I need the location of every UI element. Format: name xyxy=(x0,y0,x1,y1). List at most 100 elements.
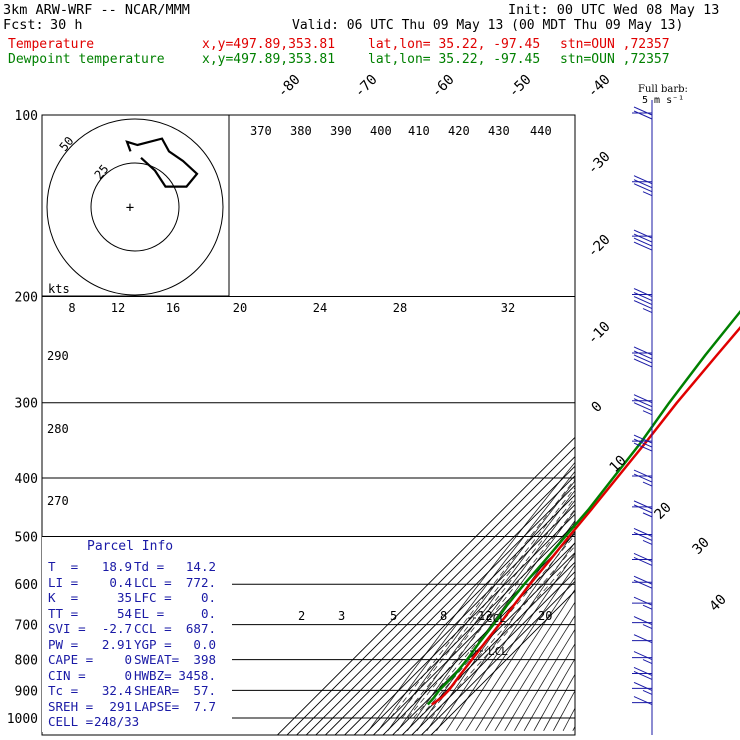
barb-full xyxy=(633,350,653,360)
wind-barb xyxy=(632,469,653,487)
dry-adiabat xyxy=(543,673,575,731)
parcel-info-cell: LFC = xyxy=(134,590,172,605)
parcel-info-cell: 18.9 xyxy=(101,559,132,574)
barb-full xyxy=(633,434,653,444)
isotherm-label: -60 xyxy=(429,72,458,101)
parcel-info-cell: 54 xyxy=(116,605,132,621)
barb-full xyxy=(633,681,653,691)
barb-full xyxy=(633,106,653,116)
moist-adiabat xyxy=(390,478,575,719)
pressure-tick-label: 1000 xyxy=(7,712,38,727)
mixing-ratio-label: 3 xyxy=(338,609,345,623)
isotherm-label: 0 xyxy=(589,399,606,416)
dry-adiabat xyxy=(523,643,575,731)
mixing-ratio-label: 20 xyxy=(538,609,552,623)
theta-label: 390 xyxy=(330,124,352,138)
dry-adiabat xyxy=(397,489,575,732)
speed-tick-label: 20 xyxy=(233,301,247,315)
parcel-info-cell: LCL = xyxy=(134,574,172,590)
pressure-tick-label: 600 xyxy=(15,578,38,593)
level-marker-label: CCL xyxy=(486,612,506,625)
isotherm-label: -40 xyxy=(585,72,614,101)
barb-full xyxy=(633,110,653,120)
isotherm xyxy=(420,580,575,735)
barb-full xyxy=(633,398,653,408)
barb-full xyxy=(633,579,653,589)
barb-key-line2: 5 m s⁻¹ xyxy=(642,95,685,106)
parcel-info-cell: SREH = xyxy=(48,698,94,714)
parcel-info-cell: 0 xyxy=(124,667,132,683)
fcst-value: 30 h xyxy=(50,17,83,33)
isotherm-label: -20 xyxy=(585,232,614,261)
parcel-info-cell: 57. xyxy=(193,683,216,698)
parcel-info-cell: CIN = xyxy=(48,667,86,683)
mixing-ratio-label: 5 xyxy=(390,609,397,623)
barb-full xyxy=(633,358,653,368)
hodograph-trace xyxy=(125,137,199,188)
hodograph-units-label: kts xyxy=(48,282,70,296)
wind-barb xyxy=(632,528,653,545)
theta-label: 370 xyxy=(250,124,272,138)
parcel-info-cell: 0.4 xyxy=(109,574,132,590)
speed-tick-label: 32 xyxy=(501,301,515,315)
parcel-info-cell: SHEAR= xyxy=(134,683,180,698)
barb-full xyxy=(633,394,653,404)
hodograph-ring xyxy=(46,118,224,296)
theta-label: 440 xyxy=(530,124,552,138)
wind-barbs xyxy=(632,100,653,735)
wind-barb xyxy=(632,651,653,665)
barb-half xyxy=(642,512,653,518)
wind-barb xyxy=(632,229,653,251)
fcst-label: Fcst: xyxy=(3,17,44,33)
parcel-info-cell: 32.4 xyxy=(101,683,132,698)
series-line-temperature xyxy=(430,326,740,706)
parcel-info-cell: 291 xyxy=(109,698,132,714)
isotherm-label: -50 xyxy=(506,72,535,101)
pressure-tick-label: 900 xyxy=(15,684,38,699)
isotherm xyxy=(276,436,575,735)
dry-adiabat xyxy=(368,461,575,732)
parcel-info-title: Parcel Info xyxy=(87,539,174,554)
speed-tick-label: 28 xyxy=(393,301,407,315)
model-title: 3km ARW-WRF -- NCAR/MMM xyxy=(3,2,190,18)
wind-barb xyxy=(632,616,653,630)
isotherm xyxy=(295,455,575,735)
theta-label: 420 xyxy=(448,124,470,138)
barb-key-line1: Full barb: xyxy=(638,84,688,95)
speed-tick-label: 8 xyxy=(68,301,75,315)
barb-full xyxy=(633,556,653,566)
parcel-info-cell: LI = xyxy=(48,574,79,590)
hodograph-center: + xyxy=(126,200,134,216)
parcel-info-cell: T = xyxy=(48,559,79,574)
parcel-info-cell: 3458. xyxy=(178,667,216,683)
isotherm xyxy=(305,465,575,735)
barb-full xyxy=(633,532,653,541)
speed-tick-label: 16 xyxy=(166,301,180,315)
barb-full xyxy=(633,237,653,247)
theta-label: 400 xyxy=(370,124,392,138)
dry-adiabat xyxy=(387,480,575,732)
pressure-tick-label: 100 xyxy=(15,109,38,124)
parcel-info-cell: TT = xyxy=(48,605,79,621)
parcel-info-cell: 2.91 xyxy=(101,636,132,652)
barb-full xyxy=(633,292,653,301)
barb-full xyxy=(633,288,653,297)
barb-half xyxy=(642,410,653,416)
parcel-info-cell: CAPE = xyxy=(48,652,94,667)
parcel-info-cell: 0.0 xyxy=(193,636,216,652)
dry-adiabat xyxy=(406,499,575,732)
barb-full xyxy=(633,500,653,510)
isotherm xyxy=(382,542,575,735)
moist-adiabat xyxy=(413,521,575,719)
pressure-tick-label: 500 xyxy=(15,530,38,545)
parcel-info-cell: 687. xyxy=(185,621,216,636)
barb-full xyxy=(633,229,653,239)
init-time: Init: 00 UTC Wed 08 May 13 xyxy=(508,2,720,18)
wind-barb xyxy=(632,175,653,197)
theta-label: 290 xyxy=(47,349,69,363)
isotherm xyxy=(363,523,575,735)
dry-adiabat xyxy=(377,470,575,732)
dry-adiabat xyxy=(484,588,575,732)
speed-tick-label: 24 xyxy=(313,301,327,315)
